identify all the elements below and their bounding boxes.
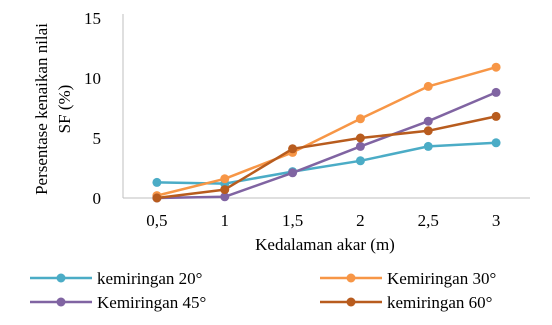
plot-area: 0 5 10 15 0,5 1 1,5 2 2,5 3 — [84, 9, 530, 230]
legend-item: Kemiringan 30° — [320, 269, 496, 288]
legend-label: Kemiringan 45° — [97, 293, 206, 312]
series-1 — [152, 138, 501, 189]
x-tick-label: 2 — [356, 211, 365, 230]
data-point — [355, 114, 365, 124]
legend-marker — [346, 297, 356, 307]
legend-item: Kemiringan 45° — [30, 293, 206, 312]
legend: kemiringan 20° Kemiringan 30° Kemiringan 4… — [30, 269, 496, 312]
x-tick-label: 1,5 — [282, 211, 303, 230]
data-point — [491, 62, 501, 72]
x-tick-label: 1 — [221, 211, 230, 230]
data-point — [491, 138, 501, 148]
x-tick-label: 2,5 — [418, 211, 439, 230]
series-4 — [152, 111, 501, 203]
x-tick-label: 3 — [492, 211, 501, 230]
legend-label: Kemiringan 30° — [387, 269, 496, 288]
legend-label: kemiringan 60° — [387, 293, 492, 312]
data-point — [152, 177, 162, 187]
y-tick-label: 15 — [84, 9, 101, 28]
data-point — [423, 116, 433, 126]
y-axis-title-line-2: SF (%) — [55, 85, 74, 134]
data-point — [423, 141, 433, 151]
data-point — [423, 81, 433, 91]
data-point — [355, 141, 365, 151]
y-tick-label: 0 — [93, 189, 102, 208]
y-tick-label: 5 — [93, 129, 102, 148]
series-line — [156, 115, 497, 200]
data-point — [355, 133, 365, 143]
x-axis-title: Kedalaman akar (m) — [255, 235, 395, 254]
series-2 — [152, 62, 501, 201]
data-point — [355, 156, 365, 166]
data-point — [288, 144, 298, 154]
series-line — [156, 91, 497, 200]
data-point — [288, 168, 298, 178]
legend-item: kemiringan 20° — [30, 269, 202, 288]
legend-marker — [56, 273, 66, 283]
data-point — [220, 192, 230, 202]
legend-item: kemiringan 60° — [320, 293, 492, 312]
legend-marker — [56, 297, 66, 307]
series-line — [156, 141, 497, 185]
data-point — [220, 185, 230, 195]
y-tick-label: 10 — [84, 69, 101, 88]
data-point — [152, 193, 162, 203]
y-axis-title: Persentase kenaikan nilai SF (%) — [32, 23, 74, 195]
data-point — [423, 126, 433, 136]
series-line — [156, 65, 497, 197]
data-point — [220, 174, 230, 184]
data-point — [491, 87, 501, 97]
legend-label: kemiringan 20° — [97, 269, 202, 288]
x-tick-label: 0,5 — [146, 211, 167, 230]
y-axis-title-line-1: Persentase kenaikan nilai — [32, 23, 51, 195]
data-point — [491, 111, 501, 121]
legend-marker — [346, 273, 356, 283]
